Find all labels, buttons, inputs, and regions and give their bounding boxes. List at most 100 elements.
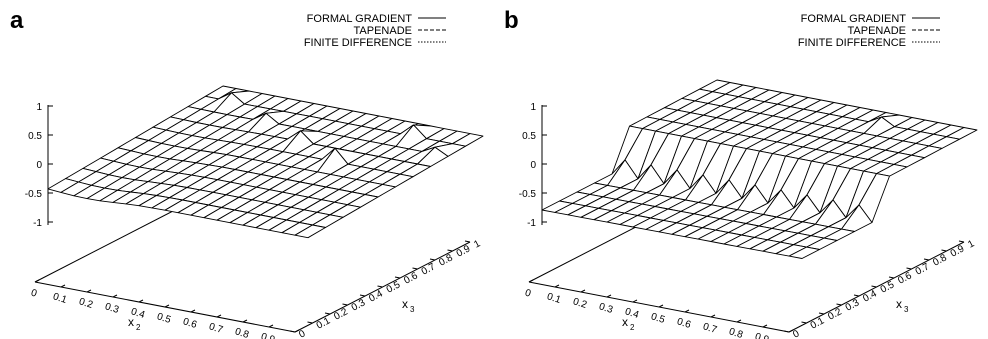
x3-axis-label: x xyxy=(402,297,408,311)
z-tick-label: 0.5 xyxy=(522,131,536,142)
x3-tick xyxy=(853,294,860,297)
z-tick-label: 0 xyxy=(530,160,536,171)
x3-tick-label: 0.3 xyxy=(844,297,862,313)
x2-tick xyxy=(606,294,612,298)
x3-axis-label: x xyxy=(896,297,902,311)
panel-a: a FORMAL GRADIENT TAPENADE FINITE DIFFERENC… xyxy=(10,7,484,339)
x3-tick xyxy=(429,258,436,261)
legend-label: TAPENADE xyxy=(848,25,906,37)
x2-tick xyxy=(632,299,638,303)
surface-mesh xyxy=(47,85,484,239)
x3-tick xyxy=(307,321,313,324)
x2-tick xyxy=(736,319,742,323)
x3-tick-label: 0.7 xyxy=(420,261,438,277)
x3-tick-label: 0.8 xyxy=(931,252,949,268)
x3-tick-label: 0.2 xyxy=(826,306,844,322)
x3-tick-label: 0.9 xyxy=(949,243,967,259)
surface-cell xyxy=(294,224,326,239)
x3-tick xyxy=(377,285,383,288)
x2-tick xyxy=(762,324,768,328)
x2-tick-label: 0.5 xyxy=(155,311,172,326)
x3-tick xyxy=(818,312,825,315)
x2-tick xyxy=(580,289,586,293)
x3-tick-label: 0.8 xyxy=(437,252,455,268)
x2-tick xyxy=(138,299,144,303)
x3-tick-label: 0.3 xyxy=(350,297,368,313)
x2-tick-label: 0.1 xyxy=(545,291,562,306)
x2-tick-label: 0 xyxy=(523,288,532,300)
x2-tick-label: 0.5 xyxy=(649,311,666,326)
x2-tick xyxy=(684,309,690,313)
x2-tick xyxy=(190,309,196,313)
x3-tick xyxy=(464,240,471,243)
x3-tick-label: 0.1 xyxy=(809,315,827,331)
z-tick-label: -0.5 xyxy=(25,189,43,200)
z-tick-label: 1 xyxy=(530,102,536,113)
legend-label: TAPENADE xyxy=(354,25,412,37)
x3-tick xyxy=(888,276,895,279)
x2-tick-label: 0.3 xyxy=(103,301,120,316)
x3-tick-label: 0.4 xyxy=(367,288,385,304)
x3-tick-label: 0 xyxy=(297,328,307,339)
x2-tick-label: 0.6 xyxy=(675,316,692,331)
x2-tick xyxy=(164,304,170,308)
x3-tick-label: 0.5 xyxy=(385,279,403,295)
x3-tick-label: 0 xyxy=(791,328,801,339)
legend-label: FINITE DIFFERENCE xyxy=(798,37,906,49)
x2-tick xyxy=(216,314,222,318)
z-tick-label: -1 xyxy=(527,218,536,229)
legend-label: FORMAL GRADIENT xyxy=(307,13,413,25)
z-tick-label: 0.5 xyxy=(28,131,42,142)
z-tick-label: -1 xyxy=(33,218,42,229)
x3-tick-label: 0.6 xyxy=(402,270,420,286)
x2-tick-label: 0.4 xyxy=(623,306,640,321)
x2-tick xyxy=(710,314,716,318)
x2-tick xyxy=(554,284,560,288)
z-tick-label: 1 xyxy=(36,102,42,113)
x2-tick-label: 0.9 xyxy=(259,331,276,339)
x3-tick xyxy=(958,240,965,243)
legend-label: FORMAL GRADIENT xyxy=(801,13,907,25)
x3-tick-label: 0.1 xyxy=(315,315,333,331)
x3-tick xyxy=(836,303,842,306)
x3-tick-label: 0.9 xyxy=(455,243,473,259)
panel-b: b FORMAL GRADIENT TAPENADE FINITE DIFFERENC… xyxy=(494,0,988,339)
x2-axis-label-sub: 2 xyxy=(630,323,635,332)
surface-mesh xyxy=(541,79,978,259)
x3-tick xyxy=(447,249,453,252)
x2-tick xyxy=(60,284,66,288)
x3-tick xyxy=(324,312,331,315)
x3-tick xyxy=(871,285,877,288)
x2-tick xyxy=(86,289,92,293)
x3-tick xyxy=(359,294,366,297)
x2-tick xyxy=(268,324,274,328)
x2-axis-label-sub: 2 xyxy=(136,323,141,332)
x2-tick-label: 0.8 xyxy=(727,326,744,339)
x2-tick-label: 0.8 xyxy=(233,326,250,339)
x3-tick xyxy=(394,276,401,279)
z-tick-label: 0 xyxy=(36,160,42,171)
x3-tick xyxy=(783,330,790,333)
x3-tick-label: 0.6 xyxy=(896,270,914,286)
x2-tick-label: 0.1 xyxy=(51,291,68,306)
x2-tick-label: 0.2 xyxy=(571,296,588,311)
x3-tick xyxy=(342,303,348,306)
x2-tick-label: 0.6 xyxy=(181,316,198,331)
x3-tick xyxy=(412,267,418,270)
x3-tick xyxy=(923,258,930,261)
legend-label: FINITE DIFFERENCE xyxy=(304,37,412,49)
x2-tick xyxy=(294,329,300,333)
x2-tick-label: 0.3 xyxy=(597,301,614,316)
x3-tick-label: 1 xyxy=(472,238,482,251)
z-tick-label: -0.5 xyxy=(519,189,537,200)
x2-tick-label: 0.9 xyxy=(753,331,770,339)
x2-tick xyxy=(788,329,794,333)
x2-tick-label: 1 xyxy=(289,338,298,339)
x3-axis-label-sub: 3 xyxy=(410,305,415,314)
x2-tick-label: 0.7 xyxy=(207,321,224,336)
x2-tick xyxy=(658,304,664,308)
panel-label: b xyxy=(504,7,519,34)
x2-tick-label: 0 xyxy=(29,288,38,300)
